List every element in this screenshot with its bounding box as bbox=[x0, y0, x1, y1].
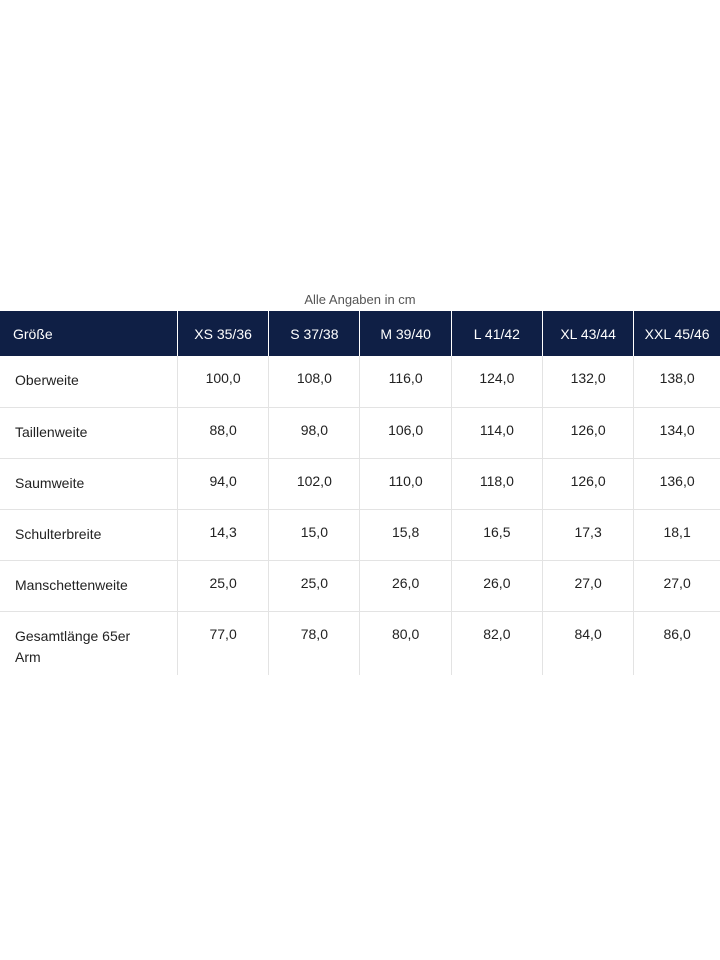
table-cell: 25,0 bbox=[268, 560, 361, 612]
table-cell: 14,3 bbox=[177, 509, 270, 561]
table-cell: 100,0 bbox=[177, 356, 270, 408]
table-cell: 15,8 bbox=[359, 509, 452, 561]
table-cell: 138,0 bbox=[633, 356, 720, 408]
table-cell: 116,0 bbox=[359, 356, 452, 408]
table-cell: 102,0 bbox=[268, 458, 361, 510]
table-cell: 27,0 bbox=[633, 560, 720, 612]
table-cell: 110,0 bbox=[359, 458, 452, 510]
table-cell: 86,0 bbox=[663, 625, 691, 642]
table-cell: 26,0 bbox=[359, 560, 452, 612]
table-cell: 98,0 bbox=[268, 407, 361, 459]
table-row: Taillenweite 88,0 98,0 106,0 114,0 126,0… bbox=[0, 407, 720, 459]
table-cell: 18,1 bbox=[633, 509, 720, 561]
table-row: Manschettenweite 25,0 25,0 26,0 26,0 27,… bbox=[0, 560, 720, 612]
table-cell: 27,0 bbox=[542, 560, 635, 612]
table-cell: 17,3 bbox=[542, 509, 635, 561]
table-cell: 108,0 bbox=[268, 356, 361, 408]
table-cell: 77,0 bbox=[177, 611, 270, 675]
table-cell: 132,0 bbox=[542, 356, 635, 408]
table-row: Saumweite 94,0 102,0 110,0 118,0 126,0 1… bbox=[0, 458, 720, 510]
table-cell: 88,0 bbox=[177, 407, 270, 459]
row-label: Gesamtlänge 65er Arm bbox=[0, 611, 178, 675]
column-header-xxl: XXL 45/46 bbox=[633, 311, 720, 356]
table-cell: 26,0 bbox=[451, 560, 543, 612]
column-header-xs: XS 35/36 bbox=[177, 311, 270, 356]
column-header-l: L 41/42 bbox=[451, 311, 543, 356]
row-label: Oberweite bbox=[0, 356, 178, 408]
units-caption: Alle Angaben in cm bbox=[304, 292, 416, 307]
table-cell: 15,0 bbox=[268, 509, 361, 561]
table-cell: 94,0 bbox=[177, 458, 270, 510]
table-row: Oberweite 100,0 108,0 116,0 124,0 132,0 … bbox=[0, 356, 720, 408]
table-cell: 134,0 bbox=[633, 407, 720, 459]
table-cell: 114,0 bbox=[451, 407, 543, 459]
table-cell: 136,0 bbox=[633, 458, 720, 510]
column-header-size: Größe bbox=[0, 311, 178, 356]
size-chart-table: Größe XS 35/36 S 37/38 M 39/40 L 41/42 X… bbox=[0, 311, 720, 675]
table-cell: 84,0 bbox=[542, 611, 635, 675]
table-cell: 118,0 bbox=[451, 458, 543, 510]
table-cell: 126,0 bbox=[542, 458, 635, 510]
table-cell: 106,0 bbox=[359, 407, 452, 459]
table-cell: 80,0 bbox=[359, 611, 452, 675]
table-cell: 82,0 bbox=[451, 611, 543, 675]
column-header-m: M 39/40 bbox=[359, 311, 452, 356]
table-cell: 126,0 bbox=[542, 407, 635, 459]
table-cell: 124,0 bbox=[451, 356, 543, 408]
table-row: Gesamtlänge 65er Arm 77,0 78,0 80,0 82,0… bbox=[0, 611, 720, 675]
table-row: Schulterbreite 14,3 15,0 15,8 16,5 17,3 … bbox=[0, 509, 720, 561]
table-header-row: Größe XS 35/36 S 37/38 M 39/40 L 41/42 X… bbox=[0, 311, 720, 356]
column-header-s: S 37/38 bbox=[268, 311, 361, 356]
row-label: Taillenweite bbox=[0, 407, 178, 459]
row-label: Manschettenweite bbox=[0, 560, 178, 612]
row-label: Saumweite bbox=[0, 458, 178, 510]
table-cell: 78,0 bbox=[268, 611, 361, 675]
row-label: Schulterbreite bbox=[0, 509, 178, 561]
table-cell: 16,5 bbox=[451, 509, 543, 561]
table-cell: 25,0 bbox=[177, 560, 270, 612]
column-header-xl: XL 43/44 bbox=[542, 311, 635, 356]
